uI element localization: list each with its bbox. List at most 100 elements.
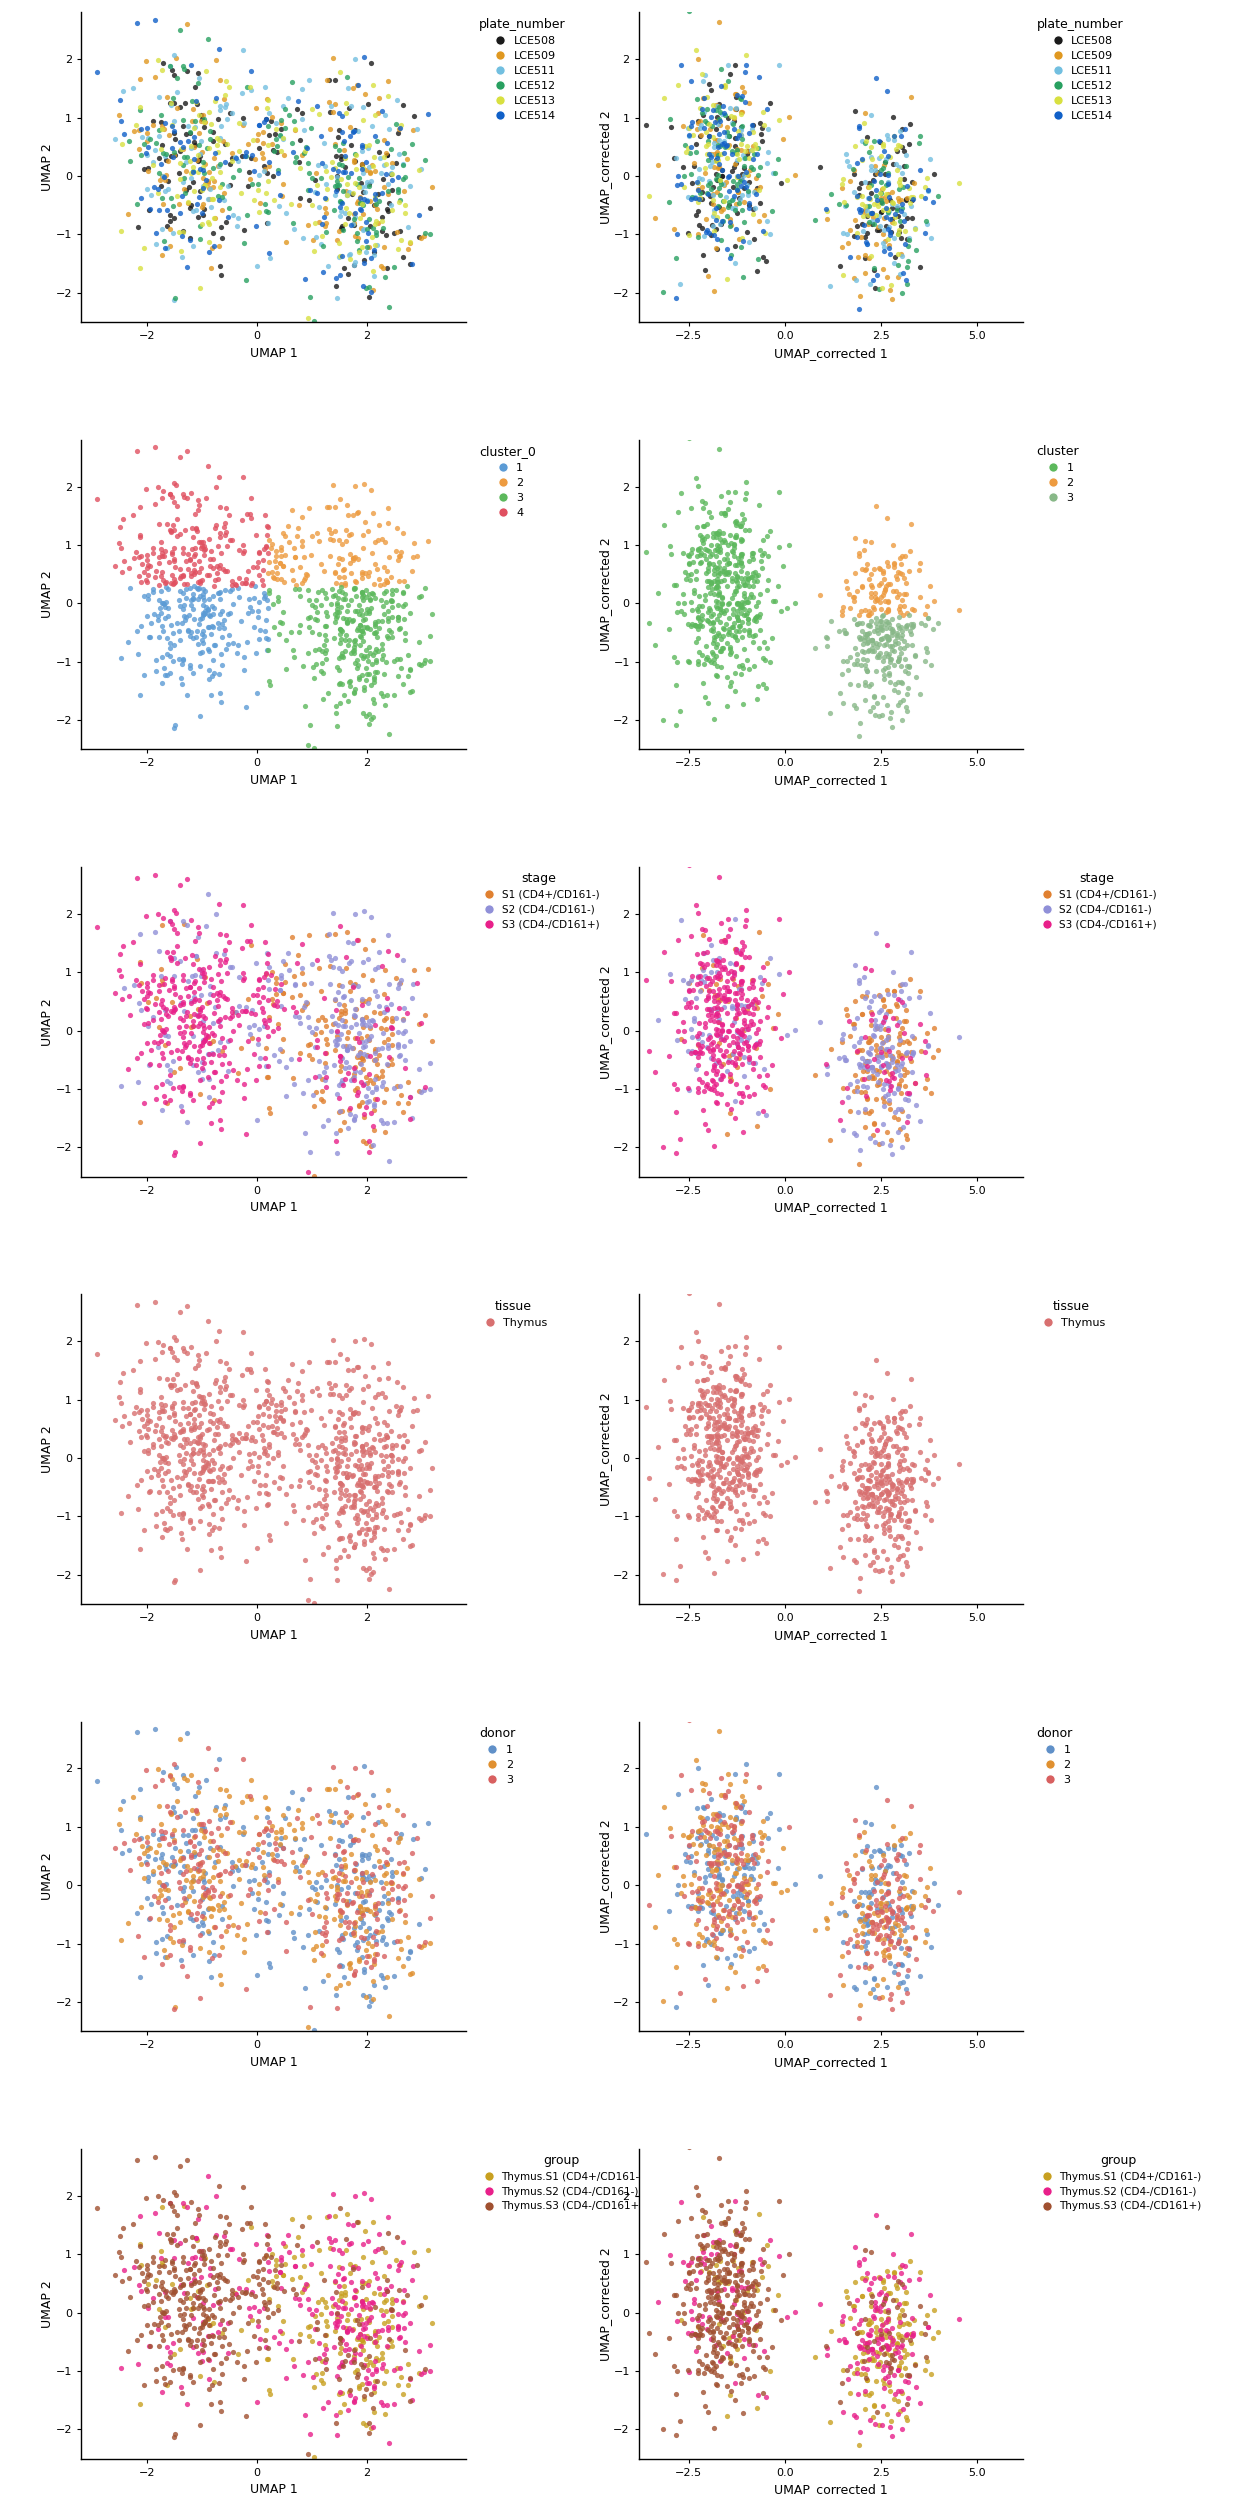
Point <box>748 2376 768 2416</box>
Point <box>403 1390 423 1430</box>
Point <box>726 1475 746 1515</box>
Point <box>203 1068 223 1108</box>
Point <box>816 2336 836 2376</box>
Point <box>341 631 361 671</box>
Point <box>231 1028 251 1068</box>
Point <box>183 544 203 584</box>
Point <box>149 1393 168 1433</box>
Point <box>882 2321 902 2361</box>
Point <box>744 988 764 1028</box>
Point <box>212 177 232 217</box>
Point <box>730 934 750 973</box>
Point <box>225 137 245 177</box>
Point <box>165 197 185 237</box>
Point <box>721 607 741 646</box>
Point <box>348 2354 368 2394</box>
Point <box>178 182 198 222</box>
Point <box>718 1755 738 1795</box>
Point <box>272 177 292 217</box>
Point <box>379 1820 399 1860</box>
Point <box>681 2196 701 2236</box>
Point <box>180 996 200 1036</box>
Point <box>290 1460 310 1500</box>
Point <box>382 1008 402 1048</box>
Point <box>734 629 754 669</box>
Point <box>734 182 754 222</box>
Point <box>723 1043 743 1083</box>
Point <box>386 142 406 182</box>
Point <box>719 127 739 167</box>
Point <box>849 2311 869 2351</box>
Point <box>705 547 725 587</box>
Point <box>856 1904 876 1944</box>
Point <box>127 1465 147 1505</box>
Point <box>719 1894 739 1934</box>
Point <box>839 649 859 689</box>
Point <box>377 1043 397 1083</box>
Point <box>909 2259 929 2299</box>
Point <box>352 594 372 634</box>
Point <box>396 2329 416 2369</box>
Point <box>373 1440 393 1480</box>
Point <box>181 1862 201 1902</box>
Point <box>280 522 300 562</box>
Point <box>891 1465 911 1505</box>
Point <box>857 117 877 157</box>
Point <box>233 222 253 262</box>
Point <box>724 1807 744 1847</box>
Point <box>877 1865 897 1904</box>
Point <box>193 1817 213 1857</box>
Point <box>844 1430 864 1470</box>
Point <box>714 165 734 205</box>
Point <box>362 2201 382 2241</box>
Point <box>218 1051 238 1091</box>
Point <box>338 626 358 666</box>
Point <box>847 1425 867 1465</box>
Point <box>188 484 208 524</box>
Point <box>715 1775 735 1815</box>
Point <box>136 988 156 1028</box>
Point <box>821 1028 841 1068</box>
Point <box>845 946 865 986</box>
Point <box>211 1877 231 1917</box>
Point <box>674 167 694 207</box>
Point <box>316 1066 336 1106</box>
Point <box>206 894 226 934</box>
Point <box>745 170 765 210</box>
Point <box>696 102 716 142</box>
Point <box>131 562 151 602</box>
Point <box>690 1810 710 1850</box>
Point <box>889 1430 909 1470</box>
Point <box>401 1932 421 1972</box>
Point <box>871 172 891 212</box>
Point <box>333 172 353 212</box>
Point <box>191 1430 211 1470</box>
Point <box>197 607 217 646</box>
Point <box>378 619 398 659</box>
Point <box>367 1470 387 1510</box>
Point <box>860 1093 880 1133</box>
Point <box>729 2294 749 2334</box>
Point <box>336 1845 356 1884</box>
Point <box>704 1036 724 1076</box>
Point <box>917 2294 937 2334</box>
Point <box>397 993 417 1033</box>
Point <box>152 1817 172 1857</box>
Point <box>728 1423 748 1463</box>
Point <box>755 1495 775 1535</box>
Point <box>731 2364 751 2404</box>
Point <box>726 210 746 250</box>
Point <box>131 1033 151 1073</box>
Point <box>861 951 881 991</box>
Point <box>749 1483 769 1523</box>
Point <box>874 210 894 250</box>
Point <box>852 185 872 225</box>
Point <box>129 1061 149 1101</box>
Point <box>388 1026 408 1066</box>
Point <box>731 2354 751 2394</box>
Point <box>160 1909 180 1949</box>
Point <box>708 1845 728 1884</box>
Point <box>183 1433 203 1473</box>
Point <box>352 1510 372 1550</box>
Point <box>701 1498 721 1538</box>
